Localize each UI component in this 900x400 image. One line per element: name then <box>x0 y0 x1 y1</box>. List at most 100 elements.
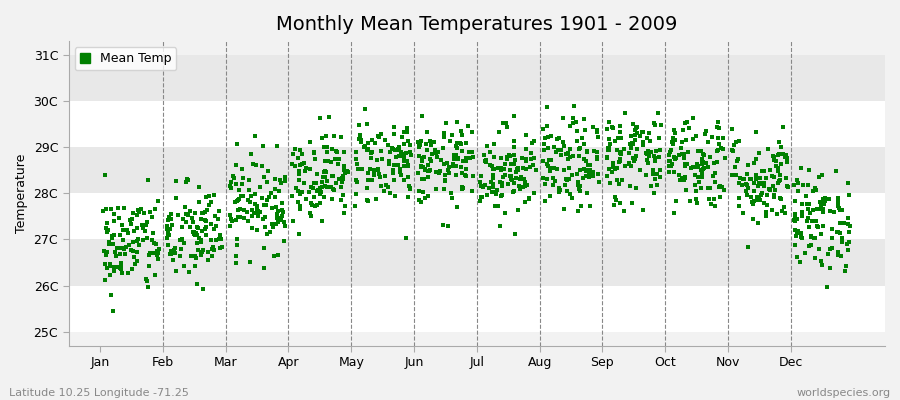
Point <box>536 140 551 147</box>
Point <box>386 124 400 130</box>
Point <box>207 226 221 232</box>
Point <box>251 208 266 214</box>
Point <box>809 218 824 224</box>
Point <box>612 181 626 188</box>
Point <box>557 167 572 174</box>
Point <box>202 193 216 199</box>
Point <box>788 198 803 204</box>
Point <box>492 129 507 135</box>
Point <box>696 158 710 165</box>
Point <box>599 172 614 179</box>
Point <box>326 173 340 179</box>
Point <box>293 147 308 154</box>
Point <box>261 194 275 200</box>
Point <box>474 173 489 179</box>
Point <box>320 177 334 184</box>
Point <box>116 236 130 243</box>
Point <box>429 186 444 192</box>
Point <box>711 147 725 154</box>
Point <box>149 241 164 247</box>
Point <box>757 183 771 189</box>
Point <box>765 173 779 179</box>
Point <box>756 180 770 186</box>
Point <box>198 224 212 230</box>
Point <box>563 123 578 130</box>
Point <box>97 172 112 178</box>
Point <box>838 268 852 274</box>
Point <box>304 199 319 206</box>
Point <box>696 151 710 157</box>
Point <box>815 262 830 268</box>
Point <box>592 179 607 186</box>
Point <box>675 139 689 145</box>
Point <box>487 154 501 160</box>
Point <box>765 207 779 214</box>
Point <box>133 206 148 212</box>
Point <box>351 122 365 128</box>
Point <box>324 172 338 179</box>
Point <box>663 163 678 169</box>
Point <box>438 171 453 178</box>
Point <box>479 159 493 166</box>
Point <box>831 195 845 202</box>
Point <box>689 196 704 202</box>
Point <box>498 210 512 216</box>
Point <box>540 104 554 110</box>
Point <box>491 203 506 210</box>
Point <box>508 112 522 119</box>
Point <box>729 139 743 146</box>
Point <box>337 149 351 156</box>
Point <box>474 182 489 189</box>
Point <box>148 272 162 278</box>
Point <box>464 188 479 194</box>
Point <box>132 242 147 248</box>
Point <box>105 241 120 247</box>
Point <box>414 138 428 144</box>
Point <box>775 124 789 130</box>
Point <box>382 160 396 167</box>
Point <box>332 156 347 162</box>
Point <box>308 156 322 162</box>
Point <box>194 237 208 243</box>
Point <box>121 230 135 236</box>
Point <box>788 217 802 224</box>
Point <box>601 145 616 151</box>
Point <box>732 195 746 201</box>
Point <box>627 137 642 144</box>
Point <box>662 152 677 158</box>
Point <box>148 206 162 212</box>
Point <box>318 167 332 174</box>
Point <box>576 175 590 182</box>
Point <box>291 155 305 162</box>
Point <box>352 136 366 142</box>
Point <box>583 162 598 168</box>
Point <box>421 174 436 180</box>
Point <box>320 144 334 150</box>
Point <box>143 208 157 215</box>
Point <box>590 127 604 133</box>
Point <box>495 183 509 189</box>
Point <box>625 144 639 151</box>
Point <box>794 234 808 240</box>
Point <box>116 227 130 233</box>
Point <box>145 214 159 221</box>
Text: Latitude 10.25 Longitude -71.25: Latitude 10.25 Longitude -71.25 <box>9 388 189 398</box>
Point <box>617 146 632 152</box>
Point <box>679 136 693 143</box>
Point <box>668 136 682 143</box>
Point <box>834 235 849 242</box>
Point <box>263 229 277 235</box>
Point <box>727 142 742 148</box>
Point <box>556 143 571 149</box>
Point <box>259 231 274 237</box>
Point <box>230 198 245 204</box>
Point <box>487 141 501 148</box>
Point <box>473 194 488 200</box>
Point <box>163 251 177 257</box>
Point <box>381 142 395 148</box>
Point <box>812 174 826 180</box>
Point <box>303 138 318 145</box>
Point <box>755 181 770 187</box>
Point <box>269 204 284 210</box>
Point <box>366 172 381 179</box>
